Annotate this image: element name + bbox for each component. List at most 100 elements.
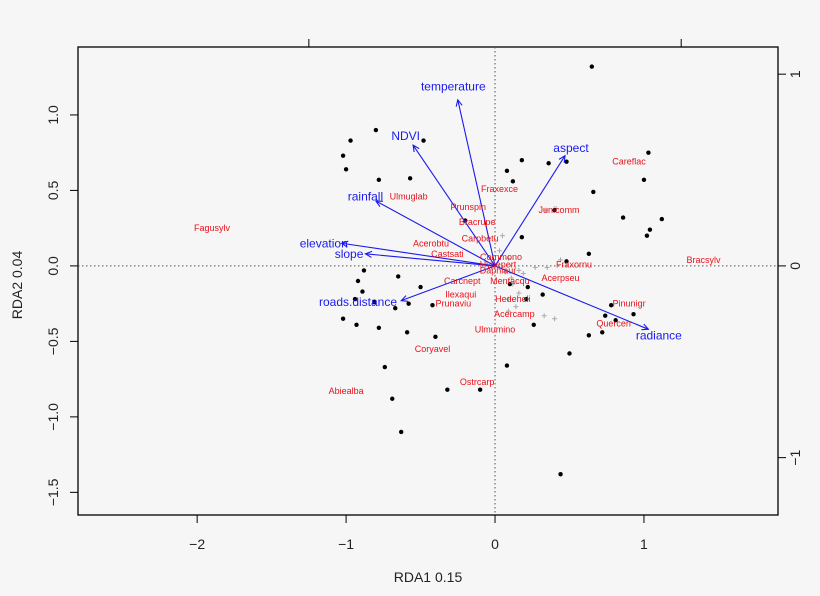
site-point: [608, 302, 614, 308]
site-point: [504, 363, 510, 368]
species-label: Bracsylv: [687, 255, 722, 265]
site-point: [531, 322, 536, 327]
site-point: [519, 235, 525, 240]
arrowhead: [364, 250, 373, 258]
minor-site-point: [520, 270, 526, 276]
arrow-radiance: [494, 265, 649, 330]
site-point: [613, 318, 618, 323]
site-point: [352, 296, 358, 302]
site-point: [340, 316, 346, 321]
site-point: [659, 216, 665, 222]
site-point: [552, 207, 557, 213]
species-label: Bracrupe: [459, 217, 496, 227]
site-point: [586, 333, 592, 338]
y-axis-title: RDA2 0.04: [9, 251, 25, 320]
variable-label: slope: [335, 247, 364, 261]
site-point: [546, 161, 551, 166]
site-point: [348, 138, 353, 143]
variable-label: elevation: [300, 236, 348, 250]
right-tick-label: −1: [787, 449, 803, 465]
arrowhead: [558, 154, 566, 163]
site-point: [343, 167, 349, 172]
site-point: [373, 127, 379, 133]
minor-site-point: [552, 316, 558, 322]
arrowhead: [374, 200, 383, 207]
minor-site-point: [505, 296, 511, 302]
site-point: [372, 299, 377, 305]
species-label: Carpbetu: [462, 234, 499, 244]
site-point: [404, 330, 410, 335]
site-point: [376, 325, 382, 330]
site-point: [620, 215, 626, 220]
site-point: [646, 150, 651, 155]
x-tick-label: 0: [491, 536, 499, 552]
minor-site-point: [499, 233, 505, 239]
species-label: Fraxornu: [556, 259, 592, 269]
species-label: Prunspin: [450, 202, 486, 212]
site-point: [510, 179, 516, 184]
site-point: [360, 289, 365, 294]
right-tick-label: 0: [787, 262, 803, 270]
y-tick-label: 1.0: [45, 105, 61, 125]
site-point: [361, 268, 367, 273]
species-label: Castsati: [431, 249, 464, 259]
arrow-NDVI: [412, 144, 496, 267]
x-tick-label: −1: [338, 536, 354, 552]
site-point: [644, 233, 650, 238]
species-label: Acerpseu: [542, 273, 580, 283]
site-point: [421, 138, 426, 143]
variable-label: NDVI: [391, 129, 420, 143]
variable-label: aspect: [553, 141, 589, 155]
site-point: [340, 153, 346, 158]
species-label: Junicomm: [539, 205, 580, 215]
variable-label: temperature: [421, 79, 486, 93]
minor-site-point: [544, 264, 550, 270]
arrowhead: [340, 240, 349, 248]
arrowhead: [641, 323, 650, 331]
species-label: Fraxexce: [481, 184, 518, 194]
species-label: Quercerr: [596, 318, 632, 328]
species-label: Acercamp: [494, 309, 535, 319]
y-tick-label: 0.5: [45, 180, 61, 200]
site-point: [558, 472, 563, 477]
plot-frame: [77, 46, 779, 516]
arrow-slope: [365, 253, 496, 267]
minor-site-point: [558, 257, 564, 263]
minor-site-point: [496, 248, 502, 254]
site-point: [507, 281, 513, 287]
y-tick-label: −1.5: [45, 478, 61, 506]
site-point: [430, 302, 435, 308]
site-point: [445, 387, 450, 392]
species-label: Carcnept: [444, 276, 481, 286]
site-point: [589, 64, 595, 69]
species-label: Ulmumino: [475, 324, 516, 334]
species-label: Pinunigr: [613, 299, 646, 309]
y-tick-label: −0.5: [45, 327, 61, 355]
minor-site-point: [532, 264, 538, 270]
x-axis-title: RDA1 0.15: [394, 569, 463, 585]
arrow-rainfall: [375, 200, 496, 267]
site-point: [407, 176, 413, 181]
minor-site-point: [541, 313, 547, 319]
variable-label: radiance: [636, 328, 682, 342]
site-point: [564, 159, 569, 164]
site-point: [564, 259, 569, 264]
site-point: [600, 330, 605, 335]
site-point: [393, 305, 398, 311]
species-label: Coryavel: [415, 344, 451, 354]
species-label: Abiealba: [329, 386, 364, 396]
y-tick-label: 0.0: [45, 256, 61, 276]
site-point: [586, 251, 592, 257]
species-label: Ostrcarp: [460, 377, 495, 387]
arrowhead: [400, 295, 409, 302]
arrowhead: [412, 144, 420, 153]
arrow-roads-distance: [401, 265, 496, 302]
minor-site-point: [543, 207, 549, 213]
x-tick-label: −2: [189, 536, 205, 552]
species-label: Mentacqu: [490, 276, 530, 286]
arrow-elevation: [341, 242, 496, 267]
minor-site-point: [508, 275, 514, 281]
species-label: Acerobtu: [413, 238, 449, 248]
arrowhead: [455, 98, 463, 107]
site-point: [418, 284, 423, 290]
